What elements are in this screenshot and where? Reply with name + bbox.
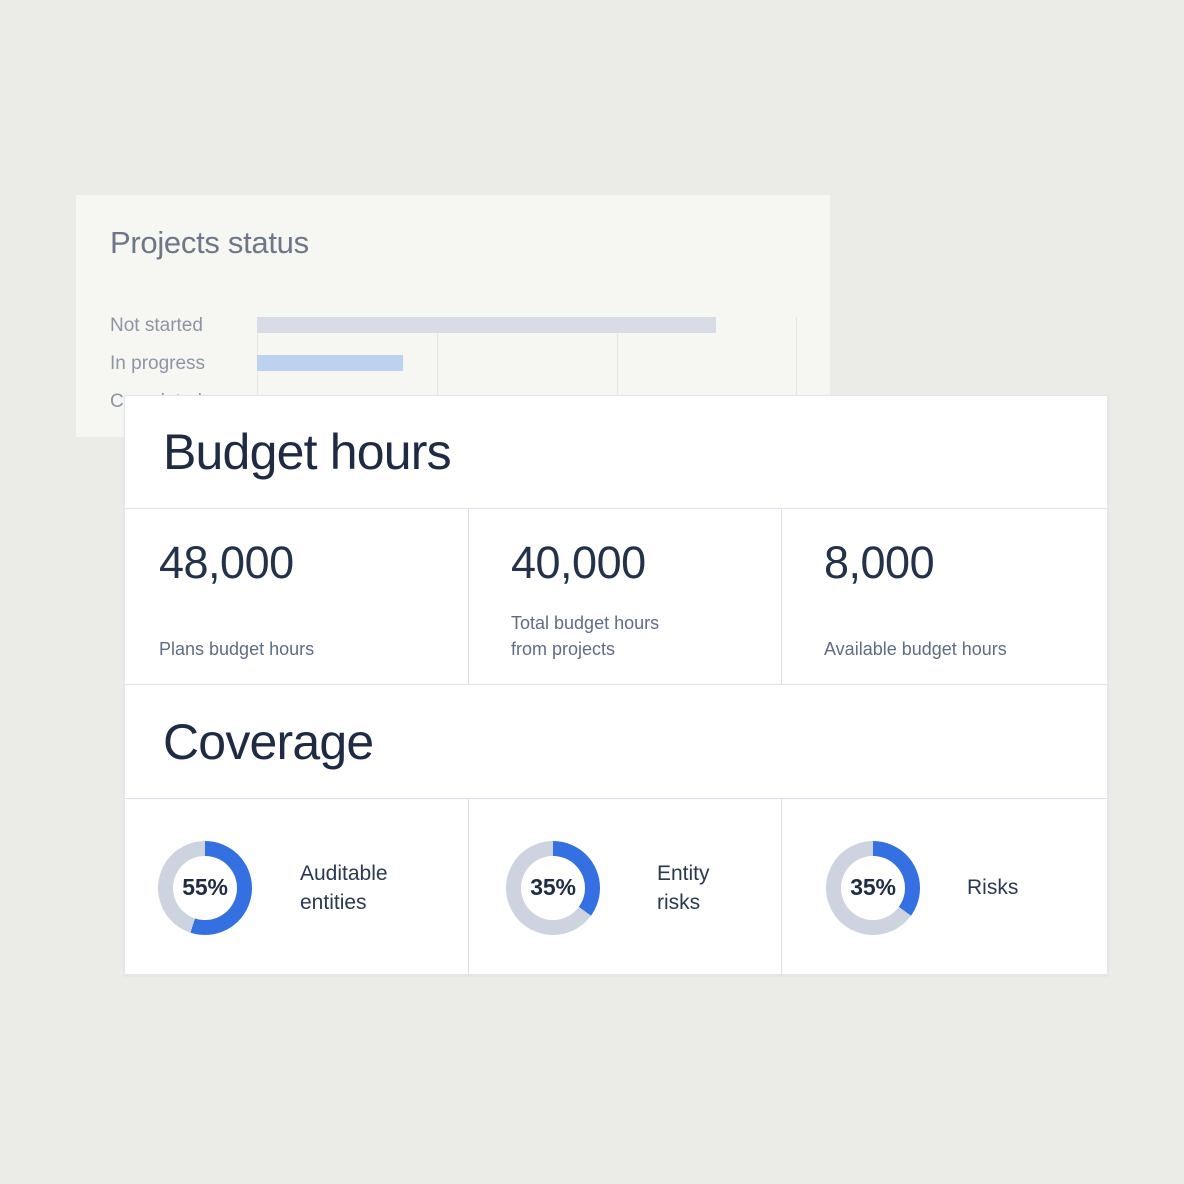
bar-row-not-started: Not started	[76, 314, 797, 336]
coverage-auditable-entities: 55% Auditable entities	[125, 799, 469, 976]
coverage-header: Coverage	[125, 685, 1107, 799]
donut-label: Entity risks	[657, 861, 710, 914]
gridline	[257, 317, 258, 437]
coverage-risks: 35% Risks	[782, 799, 1108, 976]
bar-track	[257, 317, 797, 333]
coverage-donuts-row: 55% Auditable entities 35% Entity risks …	[125, 799, 1107, 976]
stat-total-budget-hours: 40,000 Total budget hours from projects	[469, 509, 782, 684]
bar-fill-in-progress	[257, 355, 403, 371]
bar-fill-not-started	[257, 317, 716, 333]
coverage-entity-risks: 35% Entity risks	[469, 799, 782, 976]
stat-available-budget-hours: 8,000 Available budget hours	[782, 509, 1108, 684]
stat-value: 8,000	[824, 537, 935, 588]
stat-label: Total budget hours from projects	[511, 613, 660, 659]
projects-status-title: Projects status	[110, 225, 309, 260]
donut-chart-auditable-entities: 55%	[158, 840, 252, 935]
projects-status-plot	[257, 317, 797, 437]
bar-label: Not started	[110, 314, 203, 336]
gridline	[436, 317, 438, 437]
donut-label: Risks	[967, 876, 1019, 899]
bar-row-in-progress: In progress	[76, 352, 797, 374]
dashboard-card: Budget hours 48,000 Plans budget hours 4…	[124, 395, 1108, 976]
stat-value: 48,000	[159, 537, 294, 588]
bar-track	[257, 355, 797, 371]
donut-chart-risks: 35%	[826, 840, 920, 935]
coverage-title: Coverage	[163, 713, 374, 770]
stat-label: Available budget hours	[824, 639, 1007, 659]
gridline	[616, 317, 618, 437]
donut-percent-label: 35%	[530, 874, 576, 900]
donut-percent-label: 55%	[182, 874, 228, 900]
donut-percent-label: 35%	[850, 874, 896, 900]
stat-label: Plans budget hours	[159, 639, 315, 659]
budget-hours-header: Budget hours	[125, 396, 1107, 509]
budget-hours-stats-row: 48,000 Plans budget hours 40,000 Total b…	[125, 509, 1107, 685]
donut-chart-entity-risks: 35%	[506, 840, 600, 935]
bar-label: In progress	[110, 352, 206, 374]
budget-hours-title: Budget hours	[163, 424, 452, 480]
donut-label: Auditable entities	[300, 861, 388, 914]
stat-value: 40,000	[511, 537, 646, 588]
gridline	[796, 317, 797, 437]
stat-plans-budget-hours: 48,000 Plans budget hours	[125, 509, 469, 684]
